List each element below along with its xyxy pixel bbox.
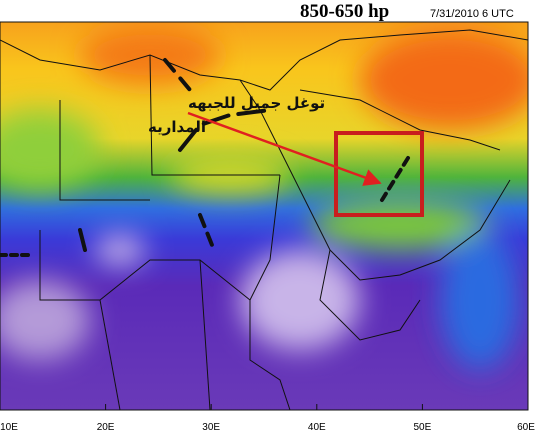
axis-label: 10E bbox=[0, 422, 18, 433]
axis-label: 40E bbox=[308, 422, 326, 433]
borders bbox=[0, 29, 528, 410]
axis-label: 30E bbox=[202, 422, 220, 433]
arrow bbox=[187, 111, 382, 186]
axis-label: 60E bbox=[517, 422, 535, 433]
timestamp: 7/31/2010 6 UTC bbox=[430, 8, 514, 20]
front-lines bbox=[0, 58, 410, 257]
axis-label: 50E bbox=[414, 422, 432, 433]
annotation: توغل جميل للجبهه bbox=[188, 94, 325, 112]
axis-label: 20E bbox=[97, 422, 115, 433]
axis: 10E 20E 30E 40E 50E 60E bbox=[0, 404, 535, 433]
annotation: المداريه bbox=[148, 118, 206, 136]
highlight-box bbox=[334, 131, 424, 217]
title: 850-650 hp bbox=[300, 1, 389, 22]
field bbox=[0, 22, 528, 410]
frame bbox=[0, 21, 529, 411]
